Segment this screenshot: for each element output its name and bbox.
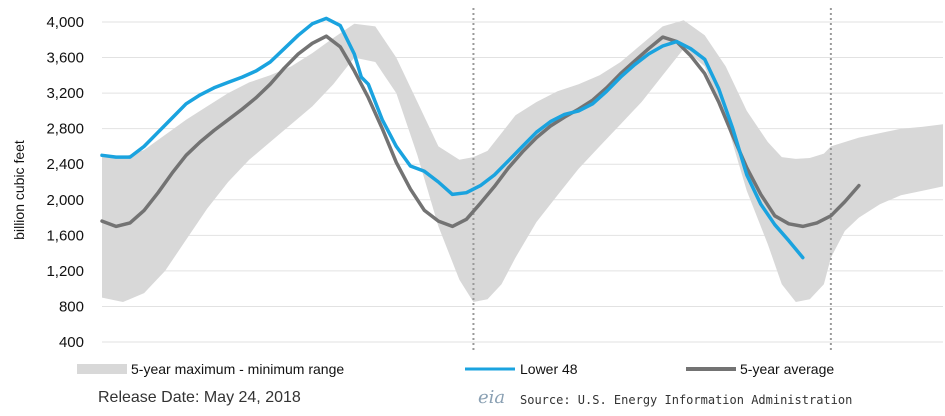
eia-logo: eia <box>478 387 506 408</box>
average-line <box>100 34 861 229</box>
legend: 5-year maximum - minimum range Lower 48 … <box>77 361 834 377</box>
y-tick-label: 2,800 <box>46 121 84 138</box>
y-tick-label: 2,400 <box>46 156 84 173</box>
legend-label-range: 5-year maximum - minimum range <box>131 361 344 377</box>
y-tick-labels: 4,000 3,600 3,200 2,800 2,400 2,000 1,600 1,200… <box>46 14 84 351</box>
release-date: Release Date: May 24, 2018 <box>98 389 301 406</box>
y-tick-label: 2,000 <box>46 192 84 209</box>
legend-swatch-range <box>77 364 127 374</box>
source-note: Source: U.S. Energy Information Administ… <box>520 393 853 407</box>
y-tick-label: 400 <box>59 334 84 351</box>
legend-label-average: 5-year average <box>740 361 834 377</box>
y-tick-label: 3,600 <box>46 50 84 67</box>
range-band-layer <box>102 20 943 302</box>
range-band <box>102 20 943 302</box>
lower48-line-layer <box>100 16 805 260</box>
lower48-line <box>100 16 805 260</box>
y-tick-label: 1,600 <box>46 227 84 244</box>
y-tick-label: 800 <box>59 298 84 315</box>
year-boundaries <box>472 8 832 352</box>
y-tick-label: 3,200 <box>46 85 84 102</box>
legend-label-lower48: Lower 48 <box>520 361 578 377</box>
average-line-layer <box>100 34 861 229</box>
y-tick-label: 1,200 <box>46 263 84 280</box>
y-axis-title: billion cubic feet <box>11 140 27 240</box>
storage-chart: 4,000 3,600 3,200 2,800 2,400 2,000 1,600 1,200… <box>11 8 943 377</box>
y-tick-label: 4,000 <box>46 14 84 31</box>
